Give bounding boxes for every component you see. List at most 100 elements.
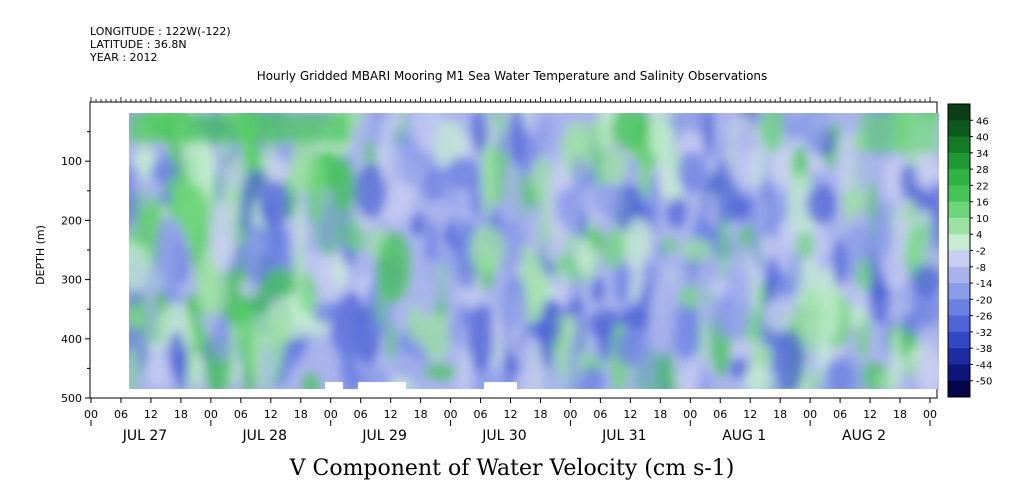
colorbar-label: 22 [976,181,989,192]
heatmap-cell [752,344,775,367]
heatmap-cell [725,113,760,187]
heatmap-cell [387,321,396,363]
heatmap-cell [264,152,280,179]
heatmap-cell [709,277,728,299]
heatmap-cell [421,165,446,202]
heatmap-cell [468,303,494,373]
x-hour-label: 00 [444,408,458,421]
heatmap-cell [914,153,939,190]
y-tick-label: 200 [61,214,82,227]
x-day-label: JUL 31 [601,428,646,444]
x-hour-label: 12 [863,408,877,421]
heatmap-cell [677,150,707,193]
x-hour-label: 00 [324,408,338,421]
heatmap-cell [330,158,356,216]
colorbar-label: -20 [976,295,992,306]
heatmap-cell [445,266,458,326]
heatmap-cell [856,258,873,294]
x-hour-label: 12 [144,408,158,421]
heatmap-cell [680,237,714,264]
x-hour-label: 18 [294,408,308,421]
heatmap-cell [509,113,524,168]
heatmap-cell [469,225,506,275]
heatmap-cell [786,172,819,239]
colorbar-label: 16 [976,198,989,209]
heatmap-cell [501,272,528,330]
heatmap-cell [761,178,771,239]
heatmap-cell [911,264,939,298]
heatmap-cell [705,191,721,229]
heatmap-cell [470,113,488,155]
colorbar-swatch [948,299,970,317]
x-hour-label: 00 [563,408,577,421]
heatmap-cell [637,331,655,389]
colorbar-label: -38 [976,344,992,355]
colorbar-label: -32 [976,328,992,339]
heatmap-cell [843,189,854,227]
colorbar-label: 40 [976,133,989,144]
heatmap-cell [807,345,819,380]
heatmap-cell [647,285,676,356]
colorbar-swatch [948,169,970,186]
heatmap-cell [457,349,473,389]
heatmap-cell [295,199,306,261]
heatmap-cell [530,317,566,344]
heatmap-cell [613,262,631,305]
colorbar-swatch [948,380,970,398]
x-day-label: JUL 28 [242,428,287,444]
heatmap-cell [660,124,679,200]
heatmap-cell [387,113,406,132]
latitude-label: LATITUDE : 36.8N [90,38,187,51]
colorbar-label: -50 [976,377,992,388]
heatmap-cell [679,113,707,134]
x-hour-label: 06 [114,408,128,421]
longitude-label: LONGITUDE : 122W(-122) [90,25,231,38]
heatmap-cell [293,245,305,307]
heatmap-cell [598,319,612,362]
heatmap-cell [480,142,497,218]
heatmap-cell [799,287,822,360]
year-label: YEAR : 2012 [89,51,158,64]
colorbar-swatch [948,120,970,138]
heatmap-cell [351,138,369,157]
heatmap-cell [210,314,235,362]
heatmap-cell [832,239,847,288]
heatmap-cell [696,258,708,326]
heatmap-cell [378,116,394,184]
heatmap-field [129,113,939,389]
chart-title: Hourly Gridded MBARI Mooring M1 Sea Wate… [257,69,768,83]
x-hour-label: 00 [803,408,817,421]
heatmap-cell [521,201,532,239]
x-hour-label: 00 [683,408,697,421]
x-day-label: AUG 1 [722,428,766,444]
colorbar-label: 34 [976,149,989,160]
heatmap-cell [164,244,179,307]
heatmap-cell [795,231,816,259]
heatmap-cell [261,341,273,385]
heatmap-cell [150,158,179,183]
x-hour-label: 18 [893,408,907,421]
missing-data [358,382,406,389]
x-hour-label: 00 [204,408,218,421]
heatmap-cell [245,222,262,291]
colorbar-swatch [948,250,970,268]
heatmap-cell [207,199,238,273]
colorbar-label: 10 [976,214,989,225]
heatmap-cell [420,312,451,361]
heatmap-cell [671,304,702,361]
heatmap-cell [332,255,346,289]
x-day-label: JUL 27 [122,428,167,444]
x-hour-label: 18 [414,408,428,421]
colorbar-swatch [948,234,970,251]
heatmap-cell [806,184,836,224]
heatmap-cell [903,199,918,225]
heatmap-cell [129,163,138,237]
x-day-label: JUL 29 [361,428,406,444]
heatmap-cell [729,357,750,379]
y-axis-label: DEPTH (m) [34,225,47,285]
y-tick-label: 100 [61,155,82,168]
heatmap-cell [817,266,840,341]
colorbar: 46 40 34 28 22 16 10 4 -2 -8 -14 -20 -26 -32 -38 -44 -50 [947,103,992,398]
heatmap-cell [666,197,687,228]
x-hour-label: 00 [84,408,98,421]
